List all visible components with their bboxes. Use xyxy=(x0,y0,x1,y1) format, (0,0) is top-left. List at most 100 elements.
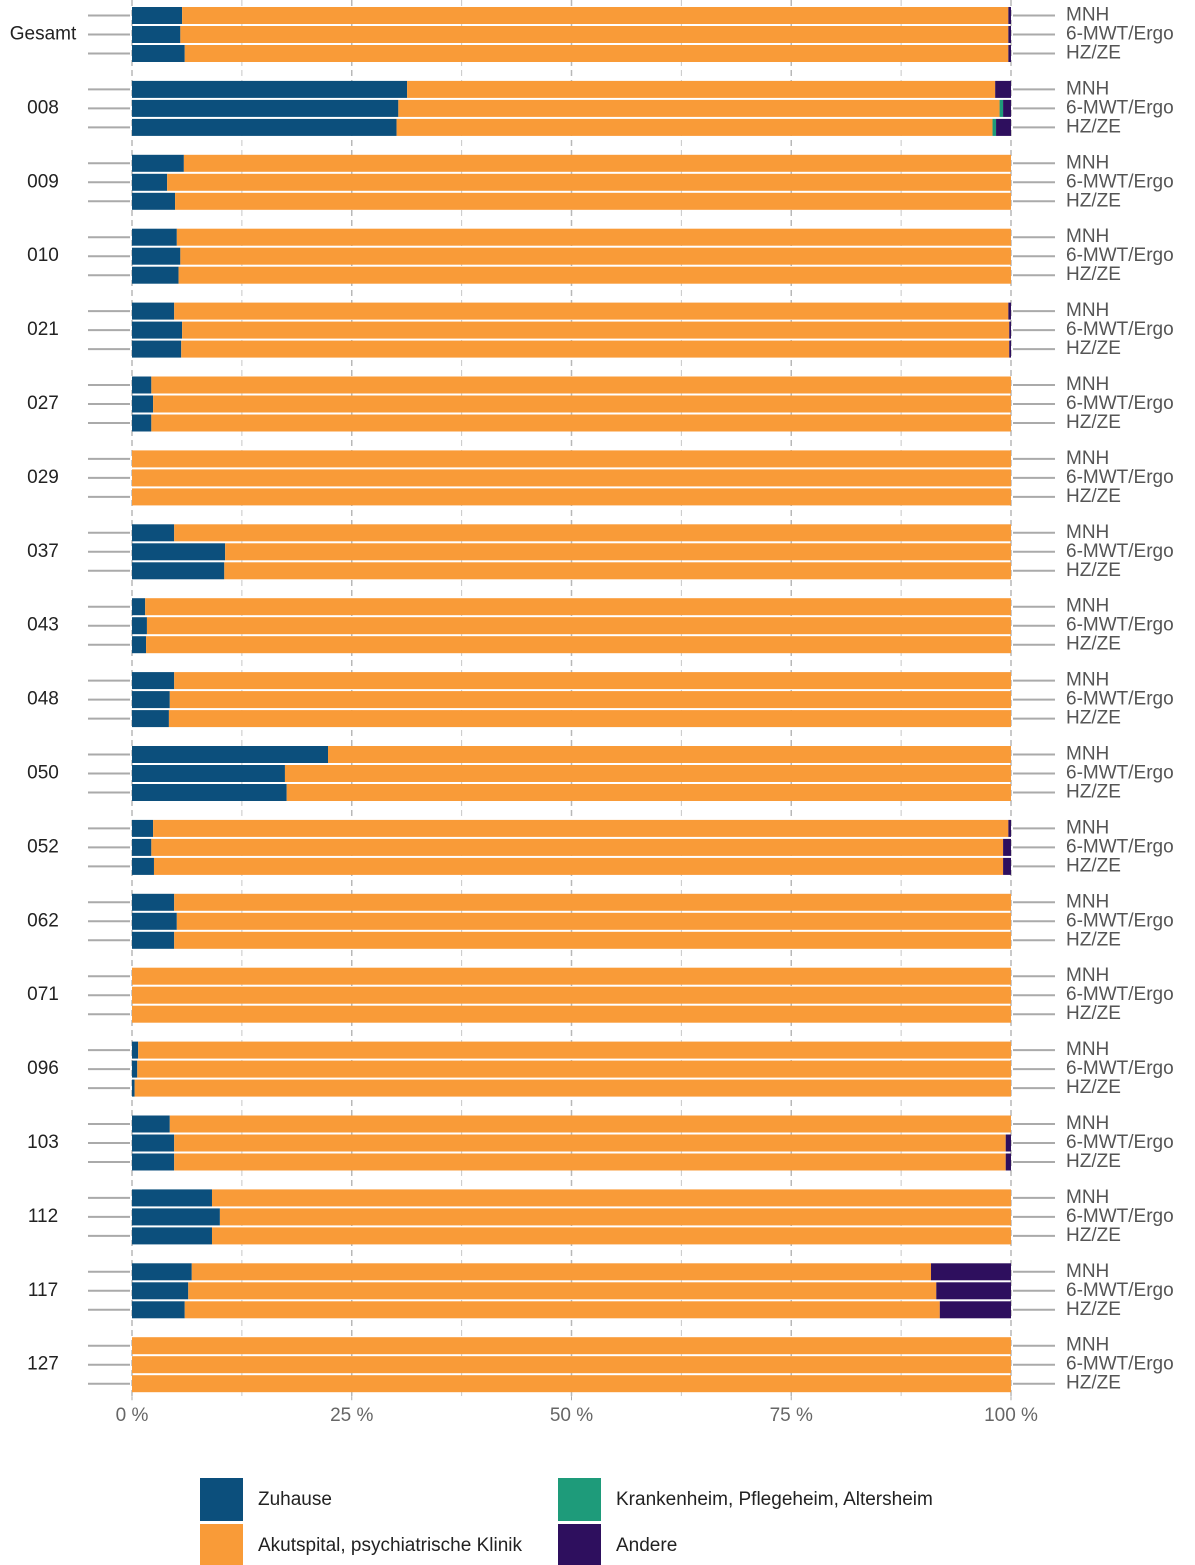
bar-segment xyxy=(132,302,175,320)
bar-segment xyxy=(328,746,1012,763)
bar-segment xyxy=(132,1153,175,1171)
bar-segment xyxy=(174,524,1011,542)
bar-segment xyxy=(188,1282,937,1300)
bar-segment xyxy=(132,1375,1011,1393)
bar-segment xyxy=(132,524,175,542)
group-label: Gesamt xyxy=(10,24,77,45)
bar-label: MNH xyxy=(1066,78,1109,99)
bar-label: MNH xyxy=(1066,226,1109,247)
bar-label: MNH xyxy=(1066,744,1109,765)
group-label: 112 xyxy=(28,1206,58,1227)
bar-segment xyxy=(132,1356,1011,1374)
bar-segment xyxy=(132,1263,192,1281)
bar-label: 6-MWT/Ergo xyxy=(1066,1058,1174,1079)
bar-label: 6-MWT/Ergo xyxy=(1066,910,1174,931)
bar-segment xyxy=(134,1079,1012,1097)
group-label: 021 xyxy=(27,319,59,340)
bar-segment xyxy=(174,1134,1006,1152)
bar-segment xyxy=(1008,45,1011,62)
bar-segment xyxy=(132,912,177,930)
group-label: 052 xyxy=(27,836,59,857)
bar-segment xyxy=(1003,99,1011,117)
bar-segment xyxy=(184,1301,940,1319)
bar-label: MNH xyxy=(1066,448,1109,469)
legend-swatch xyxy=(558,1478,601,1521)
bar-segment xyxy=(146,617,1011,635)
bar-label: HZ/ZE xyxy=(1066,116,1121,137)
bar-segment xyxy=(939,1301,1011,1319)
bar-label: MNH xyxy=(1066,891,1109,912)
group-label: 008 xyxy=(27,97,59,118)
bar-segment xyxy=(132,1227,212,1245)
bar-segment xyxy=(153,857,1004,875)
bar-segment xyxy=(284,765,1011,782)
bar-segment xyxy=(174,931,1011,949)
legend-swatch xyxy=(200,1524,243,1565)
group-label: 050 xyxy=(27,763,59,784)
bar-label: MNH xyxy=(1066,1335,1109,1356)
bar-segment xyxy=(167,173,1011,191)
bar-segment xyxy=(132,192,176,210)
bar-segment xyxy=(132,118,397,136)
group-label: 127 xyxy=(27,1354,59,1375)
bar-segment xyxy=(211,1189,1011,1207)
bar-label: MNH xyxy=(1066,300,1109,321)
bar-segment xyxy=(169,691,1011,709)
bar-segment xyxy=(184,45,1009,62)
bar-segment xyxy=(995,80,1011,98)
bar-segment xyxy=(396,118,993,136)
bar-segment xyxy=(176,228,1012,246)
group-label: 071 xyxy=(27,984,59,1005)
bar-segment xyxy=(178,266,1011,284)
bar-segment xyxy=(132,672,175,690)
bar-segment xyxy=(182,7,1009,24)
bar-segment xyxy=(132,819,154,837)
bar-segment xyxy=(132,1079,135,1097)
bar-segment xyxy=(132,617,147,635)
legend-swatch xyxy=(200,1478,243,1521)
bar-label: 6-MWT/Ergo xyxy=(1066,97,1174,118)
bar-segment xyxy=(132,710,169,728)
bar-label: HZ/ZE xyxy=(1066,412,1121,433)
bar-segment xyxy=(132,45,185,62)
bar-label: HZ/ZE xyxy=(1066,634,1121,655)
bar-segment xyxy=(138,1041,1011,1059)
bar-label: HZ/ZE xyxy=(1066,1077,1121,1098)
bar-label: MNH xyxy=(1066,596,1109,617)
bar-label: 6-MWT/Ergo xyxy=(1066,171,1174,192)
bar-segment xyxy=(1008,302,1011,320)
bar-label: MNH xyxy=(1066,1039,1109,1060)
bar-segment xyxy=(180,247,1012,265)
x-tick-label: 25 % xyxy=(330,1405,373,1426)
bar-segment xyxy=(132,26,181,43)
group-label: 062 xyxy=(27,910,59,931)
bar-label: HZ/ZE xyxy=(1066,264,1121,285)
legend-label: Andere xyxy=(616,1535,677,1556)
bar-segment xyxy=(1008,819,1011,837)
bar-label: MNH xyxy=(1066,1113,1109,1134)
bar-segment xyxy=(174,1153,1006,1171)
group-label: 027 xyxy=(27,393,59,414)
bar-segment xyxy=(1009,340,1011,358)
bar-segment xyxy=(151,414,1011,432)
bar-segment xyxy=(132,1208,220,1226)
bar-segment xyxy=(132,450,1011,468)
bar-segment xyxy=(407,80,996,98)
bar-label: MNH xyxy=(1066,817,1109,838)
group-label: 117 xyxy=(28,1280,58,1301)
bar-label: 6-MWT/Ergo xyxy=(1066,541,1174,562)
bar-segment xyxy=(936,1282,1011,1300)
bar-segment xyxy=(398,99,1000,117)
bar-segment xyxy=(931,1263,1011,1281)
x-tick-label: 0 % xyxy=(116,1405,149,1426)
bar-segment xyxy=(132,414,152,432)
bar-segment xyxy=(225,543,1011,561)
bar-segment xyxy=(132,321,183,339)
legend-swatch xyxy=(558,1524,601,1565)
group-label: 029 xyxy=(27,467,59,488)
bar-segment xyxy=(132,1282,189,1300)
bar-segment xyxy=(132,562,225,580)
bar-segment xyxy=(168,710,1012,728)
bar-segment xyxy=(151,838,1004,856)
bar-segment xyxy=(132,80,408,98)
